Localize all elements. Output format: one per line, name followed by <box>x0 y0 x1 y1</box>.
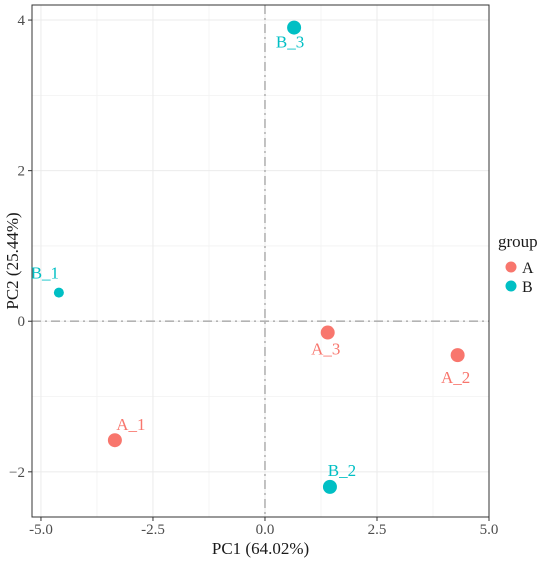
point-label-A_3: A_3 <box>311 340 340 359</box>
point-B_2 <box>322 479 337 494</box>
legend-key-B <box>505 280 517 292</box>
point-label-B_2: B_2 <box>328 461 356 480</box>
legend-label-A: A <box>522 260 534 277</box>
point-label-B_3: B_3 <box>276 33 304 52</box>
y-tick-label: 2 <box>18 164 26 180</box>
point-A_3 <box>320 325 335 340</box>
legend-title: group <box>498 232 538 251</box>
x-tick-label: -2.5 <box>141 522 165 538</box>
legend: group AB <box>498 232 538 296</box>
legend-key-A <box>505 261 517 273</box>
x-tick-label: 5.0 <box>480 522 499 538</box>
point-label-A_1: A_1 <box>116 415 145 434</box>
plot-panel-border <box>31 4 490 518</box>
y-axis-title: PC2 (25.44%) <box>3 212 22 309</box>
x-tick-label: 0.0 <box>256 522 275 538</box>
x-tick-label: 2.5 <box>368 522 387 538</box>
point-A_2 <box>450 348 465 363</box>
x-axis-title: PC1 (64.02%) <box>212 539 309 558</box>
y-tick-label: −2 <box>9 465 25 481</box>
y-tick-label: 0 <box>18 314 26 330</box>
point-label-A_2: A_2 <box>441 368 470 387</box>
legend-label-B: B <box>522 279 533 296</box>
grid <box>32 5 490 517</box>
point-A_1 <box>107 433 122 448</box>
data-points <box>53 20 465 494</box>
point-label-B_1: B_1 <box>31 264 59 283</box>
axes: -5.0 -2.5 0.0 2.5 5.0 −2 0 2 4 <box>9 13 498 538</box>
point-B_3 <box>287 20 302 35</box>
x-tick-label: -5.0 <box>29 522 53 538</box>
y-tick-label: 4 <box>18 13 26 29</box>
reference-lines <box>32 5 489 517</box>
point-B_1 <box>53 287 64 298</box>
point-labels: A_1 A_2 A_3 B_1 B_2 B_3 <box>31 33 471 480</box>
